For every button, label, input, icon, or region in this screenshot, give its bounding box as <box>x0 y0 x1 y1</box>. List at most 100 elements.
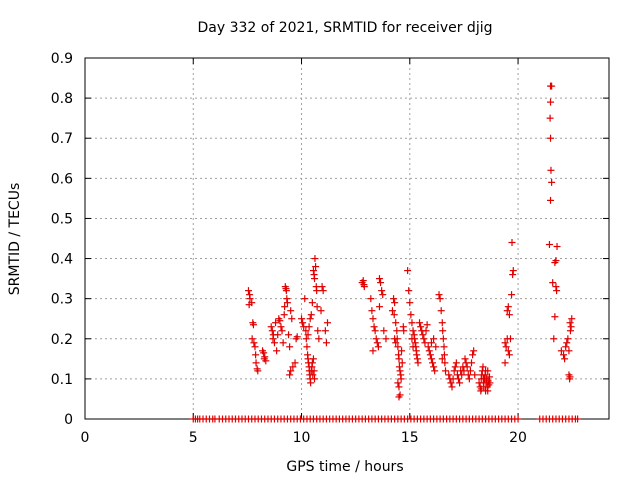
data-point <box>503 307 511 315</box>
data-point <box>249 321 257 329</box>
data-point <box>458 371 466 379</box>
data-point <box>301 295 309 303</box>
data-point <box>369 315 377 323</box>
data-point <box>283 295 291 303</box>
data-point <box>547 98 555 106</box>
data-point <box>429 359 437 367</box>
data-point <box>427 339 435 347</box>
data-point <box>461 355 469 363</box>
data-point <box>272 319 280 327</box>
x-tick-label: 20 <box>509 430 527 446</box>
data-point <box>293 333 301 341</box>
data-point <box>311 375 319 383</box>
data-point <box>303 343 311 351</box>
data-point <box>439 327 447 335</box>
data-point <box>287 367 295 375</box>
y-tick-label: 0.9 <box>51 51 73 67</box>
data-point <box>268 327 276 335</box>
data-point <box>407 311 415 319</box>
data-point <box>456 379 464 387</box>
data-point <box>485 373 493 381</box>
data-point <box>289 363 297 371</box>
data-point <box>479 375 487 383</box>
data-point <box>441 359 449 367</box>
data-point <box>567 323 575 331</box>
data-point <box>438 319 446 327</box>
data-point <box>369 347 377 355</box>
data-point <box>391 335 399 343</box>
data-point <box>287 307 295 315</box>
data-point <box>469 351 477 359</box>
data-point <box>504 347 512 355</box>
data-point <box>566 375 574 383</box>
data-point <box>370 323 378 331</box>
data-point <box>423 321 431 329</box>
data-point <box>311 255 319 263</box>
data-point <box>312 263 320 271</box>
data-point <box>545 241 553 249</box>
data-point <box>468 359 476 367</box>
data-point <box>505 351 513 359</box>
data-point <box>416 319 424 327</box>
x-tick-label: 0 <box>81 430 90 446</box>
data-point <box>413 351 421 359</box>
data-point <box>470 347 478 355</box>
data-point <box>562 343 570 351</box>
data-point <box>508 291 516 299</box>
data-point <box>417 323 425 331</box>
data-point <box>547 166 555 174</box>
data-point <box>299 319 307 327</box>
data-point <box>251 343 259 351</box>
data-point <box>280 311 288 319</box>
data-point <box>277 323 285 331</box>
data-point <box>310 367 318 375</box>
data-point <box>505 311 513 319</box>
data-point <box>270 339 278 347</box>
data-point <box>395 355 403 363</box>
data-point <box>304 331 312 339</box>
y-tick-label: 0.5 <box>51 211 73 227</box>
data-point <box>501 359 509 367</box>
data-point <box>435 291 443 299</box>
data-point <box>421 339 429 347</box>
data-point <box>368 307 376 315</box>
data-point <box>291 359 299 367</box>
data-point <box>405 287 413 295</box>
data-point <box>432 343 440 351</box>
data-point <box>397 375 405 383</box>
data-point <box>377 279 385 287</box>
data-point <box>414 359 422 367</box>
data-point <box>413 355 421 363</box>
data-point <box>557 347 565 355</box>
data-point <box>561 355 569 363</box>
data-point <box>281 303 289 311</box>
y-tick-label: 0.7 <box>51 131 73 147</box>
data-point <box>563 339 571 347</box>
data-point <box>367 295 375 303</box>
data-point <box>274 331 282 339</box>
grid-lines <box>85 58 609 419</box>
data-point <box>550 335 558 343</box>
data-point <box>286 371 294 379</box>
y-tick-labels: 0 0.1 0.2 0.3 0.4 0.5 0.6 0.7 0.8 0.9 <box>51 51 73 428</box>
data-point <box>501 339 509 347</box>
data-point <box>502 343 510 351</box>
data-point <box>282 287 290 295</box>
data-point <box>425 347 433 355</box>
data-point <box>390 295 398 303</box>
data-point <box>283 299 291 307</box>
data-point <box>278 327 286 335</box>
data-point <box>379 291 387 299</box>
data-point <box>318 283 326 291</box>
data-point <box>244 287 252 295</box>
data-point <box>396 367 404 375</box>
data-point <box>309 355 317 363</box>
data-point <box>252 351 260 359</box>
data-point <box>486 379 494 387</box>
data-point <box>548 178 556 186</box>
y-tick-label: 0 <box>64 412 73 428</box>
y-axis-label: SRMTID / TECUs <box>7 183 23 296</box>
y-tick-label: 0.2 <box>51 332 73 348</box>
data-point <box>566 327 574 335</box>
data-point <box>564 335 572 343</box>
